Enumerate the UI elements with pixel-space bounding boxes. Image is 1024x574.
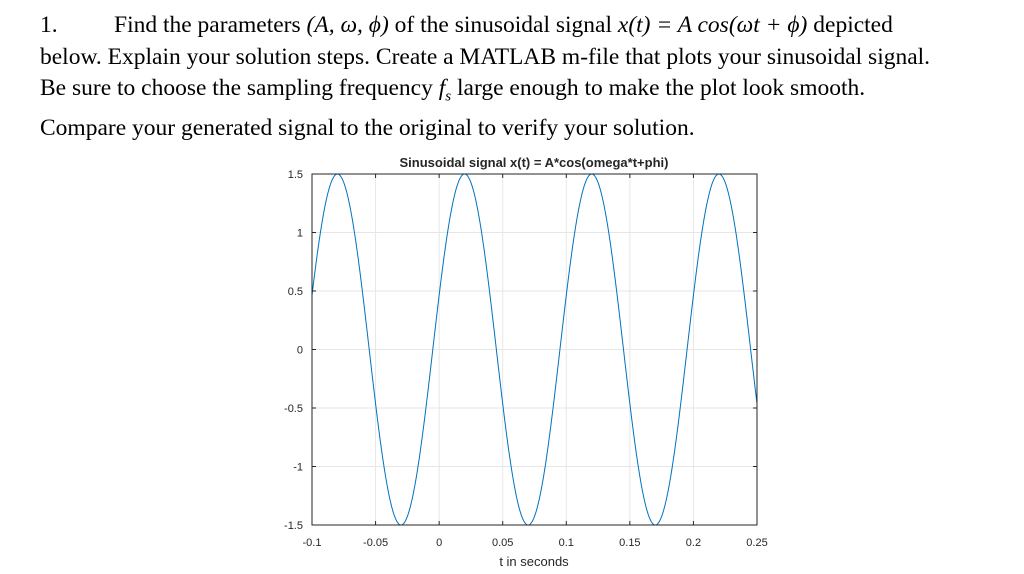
chart-title: Sinusoidal signal x(t) = A*cos(omega*t+p… bbox=[400, 155, 669, 170]
fs-symbol: fs bbox=[438, 75, 452, 105]
problem-line-4: Compare your generated signal to the ori… bbox=[40, 115, 695, 142]
x-tick-label: 0.25 bbox=[746, 537, 767, 549]
signal-line bbox=[311, 173, 758, 526]
x-tick-label: 0.05 bbox=[492, 537, 513, 549]
problem-line-1: 1. Find the parameters (A, ω, ϕ) of the s… bbox=[40, 10, 1010, 42]
signal-eq: = A cos bbox=[650, 12, 729, 38]
y-tick-label: 1.5 bbox=[288, 169, 303, 181]
y-tick-labels: -1.5 -1 -0.5 0 0.5 1 1.5 bbox=[284, 169, 303, 532]
parameters-tuple: (A, ω, ϕ) bbox=[306, 12, 389, 38]
x-tick-label: -0.1 bbox=[303, 537, 322, 549]
signal-argument: (ωt + ϕ) bbox=[728, 12, 808, 38]
grid-lines bbox=[311, 173, 758, 526]
problem-number: 1. bbox=[40, 12, 58, 38]
y-tick-label: 0 bbox=[297, 345, 303, 357]
x-tick-labels: -0.1 -0.05 0 0.05 0.1 0.15 0.2 0.25 bbox=[303, 537, 768, 549]
x-tick-label: 0.15 bbox=[619, 537, 640, 549]
x-tick-label: 0.1 bbox=[559, 537, 574, 549]
problem-statement: 1. Find the parameters (A, ω, ϕ) of the s… bbox=[40, 10, 1010, 145]
y-tick-label: 1 bbox=[297, 228, 303, 240]
problem-line-3: Be sure to choose the sampling frequency… bbox=[40, 73, 1010, 113]
line1-mid: of the sinusoidal signal bbox=[394, 12, 613, 38]
line3-post: large enough to make the plot look smoot… bbox=[456, 75, 866, 101]
line1-post: depicted bbox=[813, 12, 893, 38]
x-tick-label: 0 bbox=[436, 537, 442, 549]
x-axis-label: t in seconds bbox=[499, 554, 569, 569]
y-tick-label: -1 bbox=[293, 462, 303, 474]
line3-pre: Be sure to choose the sampling frequency bbox=[40, 75, 433, 101]
x-tick-label: -0.05 bbox=[363, 537, 388, 549]
signal-lhs: x(t) bbox=[617, 12, 651, 38]
y-tick-label: -0.5 bbox=[284, 403, 303, 415]
y-tick-label: 0.5 bbox=[288, 286, 303, 298]
x-tick-label: 0.2 bbox=[686, 537, 701, 549]
line1-pre: Find the parameters bbox=[114, 12, 301, 38]
axis-ticks bbox=[311, 173, 758, 526]
problem-line-2: below. Explain your solution steps. Crea… bbox=[40, 43, 931, 70]
y-tick-label: -1.5 bbox=[284, 520, 303, 532]
